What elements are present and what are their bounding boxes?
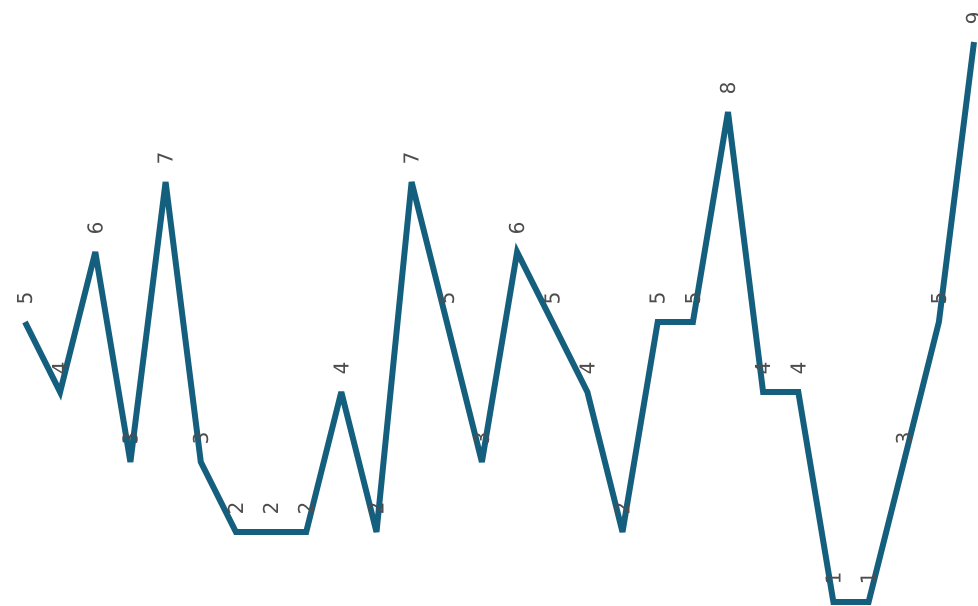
data-label: 7	[400, 152, 424, 165]
data-point	[479, 459, 485, 465]
data-label: 5	[435, 292, 459, 305]
data-label: 2	[224, 502, 248, 515]
data-label: 2	[294, 502, 318, 515]
data-label: 8	[716, 82, 740, 95]
data-label: 2	[611, 502, 635, 515]
data-label: 1	[857, 572, 881, 585]
data-point	[725, 109, 731, 115]
data-point	[936, 319, 942, 325]
data-point	[760, 389, 766, 395]
data-label: 5	[646, 292, 670, 305]
data-point	[303, 529, 309, 535]
data-point	[57, 389, 63, 395]
data-label: 6	[83, 222, 107, 235]
data-point	[901, 459, 907, 465]
data-label: 5	[681, 292, 705, 305]
data-point	[795, 389, 801, 395]
data-point	[409, 179, 415, 185]
data-label: 4	[575, 362, 599, 375]
data-label: 4	[786, 362, 810, 375]
data-point	[22, 319, 28, 325]
data-point	[584, 389, 590, 395]
series-line-group	[22, 39, 977, 605]
data-point	[127, 459, 133, 465]
data-point	[690, 319, 696, 325]
data-point	[233, 529, 239, 535]
series-line	[22, 41, 977, 605]
data-label: 1	[821, 572, 845, 585]
data-point	[338, 389, 344, 395]
data-label-group: 5463732224275365425584411359	[13, 12, 978, 585]
data-point	[971, 39, 977, 45]
data-label: 5	[540, 292, 564, 305]
data-point	[374, 529, 380, 535]
data-point	[549, 319, 555, 325]
data-label: 2	[259, 502, 283, 515]
data-label: 3	[892, 432, 916, 445]
data-point	[92, 249, 98, 255]
data-label: 7	[154, 152, 178, 165]
data-point	[163, 179, 169, 185]
data-label: 3	[189, 432, 213, 445]
data-label: 3	[118, 432, 142, 445]
data-label: 4	[329, 362, 353, 375]
data-point	[866, 599, 872, 605]
data-point	[655, 319, 661, 325]
data-point	[268, 529, 274, 535]
data-point	[198, 459, 204, 465]
data-label: 3	[470, 432, 494, 445]
data-label: 4	[48, 362, 72, 375]
data-label: 6	[505, 222, 529, 235]
data-label: 9	[962, 12, 978, 25]
data-point	[830, 599, 836, 605]
data-label: 4	[751, 362, 775, 375]
data-point	[620, 529, 626, 535]
data-label: 5	[927, 292, 951, 305]
data-point	[514, 249, 520, 255]
data-label: 5	[13, 292, 37, 305]
data-point	[444, 319, 450, 325]
data-label: 2	[365, 502, 389, 515]
